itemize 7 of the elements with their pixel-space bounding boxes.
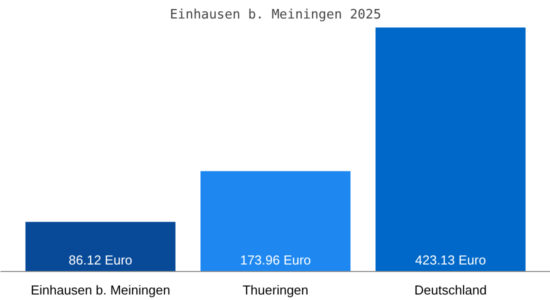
data-label: 86.12 Euro [68,252,132,268]
x-tick-label: Einhausen b. Meiningen [30,282,170,298]
data-label: 423.13 Euro [415,252,486,268]
data-label: 173.96 Euro [240,252,311,268]
x-tick-label: Deutschland [414,282,487,298]
chart-title: Einhausen b. Meiningen 2025 [170,8,382,22]
x-tick-label: Thueringen [242,282,308,298]
